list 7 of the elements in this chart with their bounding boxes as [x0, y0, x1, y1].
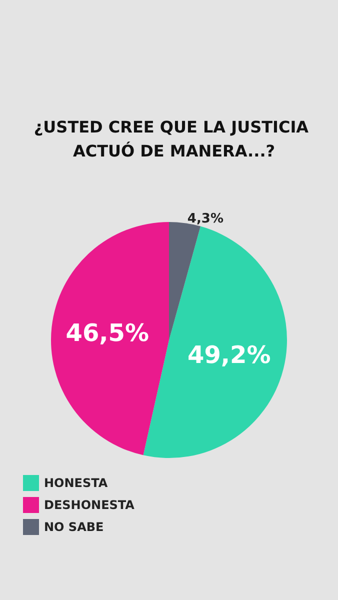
data-label: 46,5% — [66, 319, 150, 348]
legend-label: HONESTA — [44, 476, 108, 490]
legend-label: DESHONESTA — [44, 498, 136, 512]
data-label: 4,3% — [187, 212, 224, 227]
legend-label: NO SABE — [44, 520, 104, 534]
chart-title: ¿USTED CREE QUE LA JUSTICIA ACTUÓ DE MANERA...? — [34, 118, 314, 160]
data-label: 49,2% — [188, 341, 271, 370]
